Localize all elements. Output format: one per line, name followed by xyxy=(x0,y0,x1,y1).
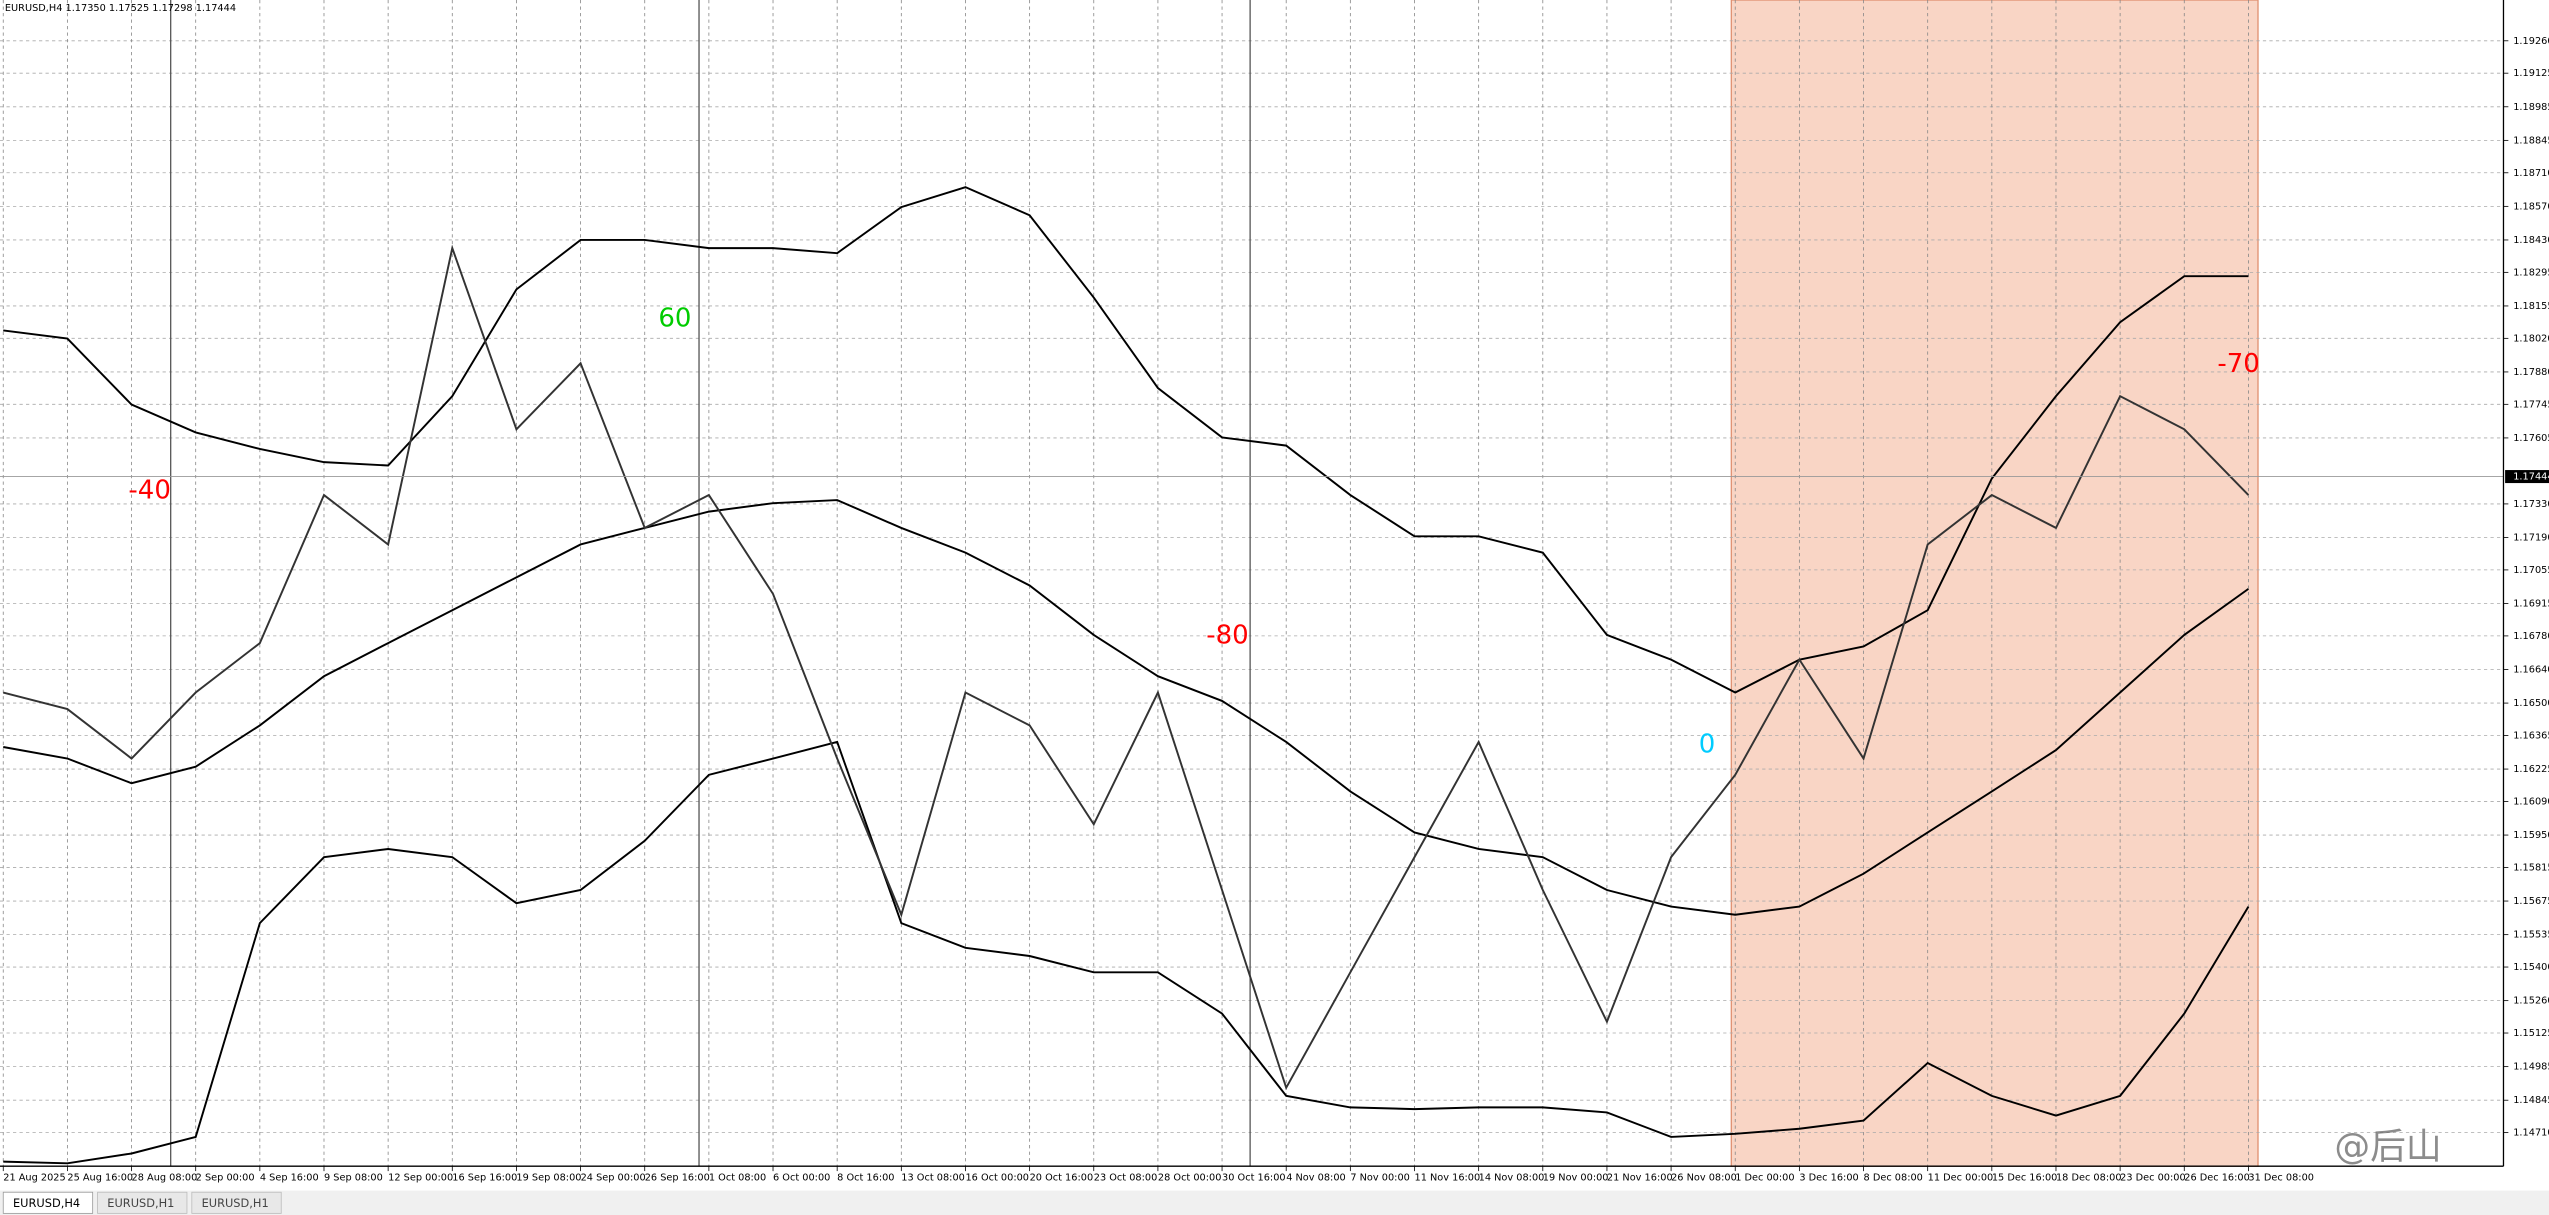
x-tick-label: 4 Nov 08:00 xyxy=(1286,1173,1346,1184)
y-tick-label: 1.15675 xyxy=(2513,896,2549,907)
y-tick-label: 1.17330 xyxy=(2513,499,2549,510)
x-tick-label: 23 Oct 08:00 xyxy=(1094,1173,1158,1184)
x-tick-label: 26 Dec 16:00 xyxy=(2184,1173,2250,1184)
highlight-region xyxy=(1730,0,2259,1167)
x-tick-label: 11 Dec 00:00 xyxy=(1928,1173,1994,1184)
y-tick-label: 1.15400 xyxy=(2513,962,2549,973)
x-tick-label: 11 Nov 16:00 xyxy=(1414,1173,1480,1184)
y-tick-label: 1.18430 xyxy=(2513,235,2549,246)
x-tick-label: 7 Nov 00:00 xyxy=(1350,1173,1410,1184)
y-tick-label: 1.17605 xyxy=(2513,433,2549,444)
annotation: -40 xyxy=(128,476,170,506)
last-price-tag xyxy=(2505,470,2549,484)
x-tick-label: 9 Sep 08:00 xyxy=(324,1173,383,1184)
y-tick-label: 1.16225 xyxy=(2513,764,2549,775)
x-tick-label: 16 Oct 00:00 xyxy=(965,1173,1029,1184)
y-tick-label: 1.16780 xyxy=(2513,631,2549,642)
series-line xyxy=(3,186,2249,694)
y-tick-label: 1.16090 xyxy=(2513,796,2549,807)
y-tick-label: 1.18985 xyxy=(2513,102,2549,113)
x-tick-label: 21 Nov 16:00 xyxy=(1607,1173,1673,1184)
x-tick-label: 12 Sep 00:00 xyxy=(388,1173,453,1184)
x-tick-label: 25 Aug 16:00 xyxy=(67,1173,133,1184)
grid xyxy=(0,0,2504,1167)
series-line xyxy=(3,740,2250,1165)
y-tick-label: 1.17055 xyxy=(2513,565,2549,576)
x-tick-label: 15 Dec 16:00 xyxy=(1992,1173,2058,1184)
x-tick-label: 20 Oct 16:00 xyxy=(1030,1173,1094,1184)
y-tick-label: 1.17190 xyxy=(2513,533,2549,544)
x-tick-label: 1 Dec 00:00 xyxy=(1735,1173,1794,1184)
y-tick-label: 1.17880 xyxy=(2513,367,2549,378)
y-tick-label: 1.16500 xyxy=(2513,698,2549,709)
y-tick-label: 1.14985 xyxy=(2513,1062,2549,1073)
x-tick-label: 28 Aug 08:00 xyxy=(132,1173,198,1184)
tab[interactable] xyxy=(97,1191,188,1214)
plot xyxy=(0,186,2504,1165)
tab-label[interactable]: EURUSD,H1 xyxy=(202,1196,269,1210)
x-tick-label: 31 Dec 08:00 xyxy=(2248,1173,2314,1184)
header: EURUSD,H4 1.17350 1.17525 1.17298 1.1744… xyxy=(5,3,236,14)
x-tick-label: 26 Sep 16:00 xyxy=(645,1173,710,1184)
x-tick-label: 3 Dec 16:00 xyxy=(1799,1173,1858,1184)
y-tick-label: 1.18710 xyxy=(2513,168,2549,179)
x-tick-label: 18 Dec 08:00 xyxy=(2056,1173,2122,1184)
tab-label[interactable]: EURUSD,H4 xyxy=(13,1196,80,1210)
y-tick-label: 1.18570 xyxy=(2513,201,2549,212)
x-tick-label: 30 Oct 16:00 xyxy=(1222,1173,1286,1184)
y-tick-label: 1.18020 xyxy=(2513,333,2549,344)
annotation: -70 xyxy=(2217,349,2259,379)
tab-bar xyxy=(0,1190,2549,1215)
y-tick-label: 1.14845 xyxy=(2513,1095,2549,1106)
watermark: @后山 xyxy=(2334,1126,2441,1167)
x-tick-label: 8 Oct 16:00 xyxy=(837,1173,894,1184)
y-tick-label: 1.17745 xyxy=(2513,399,2549,410)
x-tick-label: 16 Sep 16:00 xyxy=(452,1173,517,1184)
y-tick-label: 1.18155 xyxy=(2513,301,2549,312)
tab-label[interactable]: EURUSD,H1 xyxy=(107,1196,174,1210)
annotation: 0 xyxy=(1699,729,1716,759)
x-tick-label: 1 Oct 08:00 xyxy=(709,1173,766,1184)
x-tick-label: 2 Sep 00:00 xyxy=(196,1173,255,1184)
y-tick-label: 1.19260 xyxy=(2513,36,2549,47)
y-tick-label: 1.16365 xyxy=(2513,730,2549,741)
y-tick-label: 1.15950 xyxy=(2513,830,2549,841)
x-tick-label: 8 Dec 08:00 xyxy=(1864,1173,1923,1184)
tab[interactable] xyxy=(191,1191,282,1214)
x-tick-label: 19 Sep 08:00 xyxy=(516,1173,581,1184)
x-tick-label: 6 Oct 00:00 xyxy=(773,1173,830,1184)
tab-active[interactable] xyxy=(2,1191,94,1214)
y-tick-label: 1.18845 xyxy=(2513,135,2549,146)
annotation: 60 xyxy=(658,303,691,333)
y-tick-label: 1.16915 xyxy=(2513,598,2549,609)
y-tick-label: 1.18295 xyxy=(2513,267,2549,278)
x-tick-label: 21 Aug 2025 xyxy=(3,1173,65,1184)
x-tick-label: 24 Sep 00:00 xyxy=(581,1173,646,1184)
x-tick-label: 14 Nov 08:00 xyxy=(1479,1173,1545,1184)
y-tick-label: 1.14710 xyxy=(2513,1128,2549,1139)
y-tick-label: 1.15125 xyxy=(2513,1028,2549,1039)
y-tick-label: 1.15815 xyxy=(2513,862,2549,873)
x-tick-label: 13 Oct 08:00 xyxy=(901,1173,965,1184)
x-tick-label: 19 Nov 00:00 xyxy=(1543,1173,1609,1184)
y-tick-label: 1.15260 xyxy=(2513,996,2549,1007)
x-tick-label: 28 Oct 00:00 xyxy=(1158,1173,1222,1184)
x-tick-label: 26 Nov 08:00 xyxy=(1671,1173,1737,1184)
annotation: -80 xyxy=(1206,620,1248,650)
y-tick-label: 1.19125 xyxy=(2513,68,2549,79)
x-tick-label: 4 Sep 16:00 xyxy=(260,1173,319,1184)
series-line xyxy=(3,244,2250,1091)
y-tick-label: 1.16640 xyxy=(2513,664,2549,675)
x-tick-label: 23 Dec 00:00 xyxy=(2120,1173,2186,1184)
y-tick-label: 1.15535 xyxy=(2513,930,2549,941)
series-line xyxy=(3,499,2249,916)
last-price-label: 1.17444 xyxy=(2513,472,2549,483)
